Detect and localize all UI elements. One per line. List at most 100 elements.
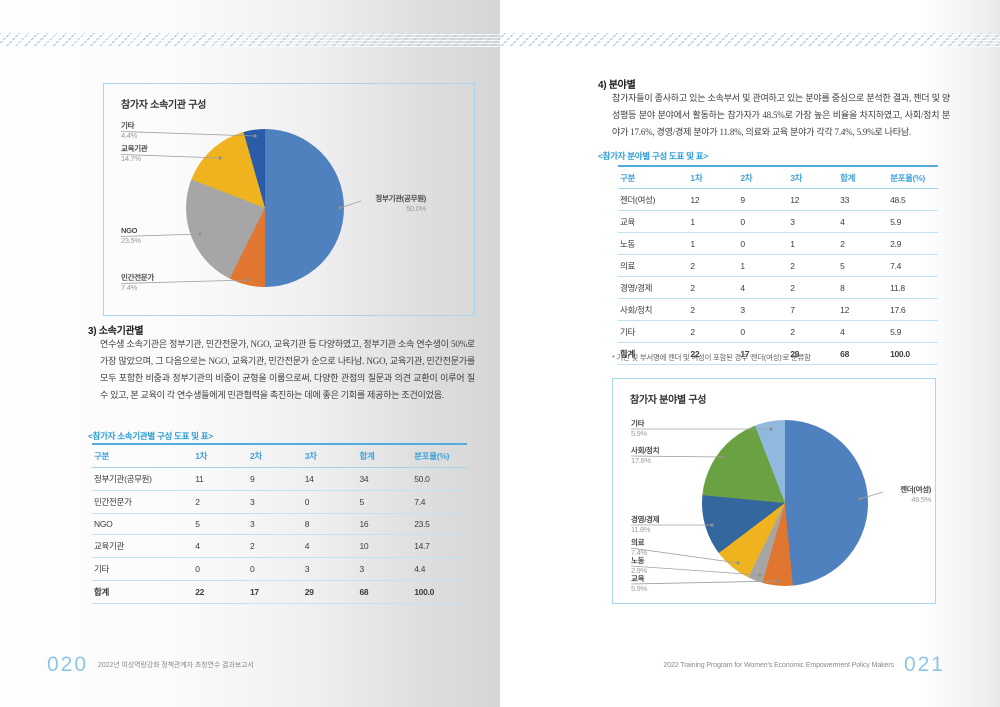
table-cell: 정부기관(공무원) bbox=[92, 467, 194, 491]
table-cell: 5.9 bbox=[888, 320, 938, 343]
pie-callout-business-economy: 경영/경제 11.8% bbox=[631, 515, 660, 534]
pie-callout-ngo: NGO 23.5% bbox=[121, 226, 141, 245]
table-header-cell: 1차 bbox=[688, 165, 739, 189]
table-affiliation: 구분 1차 2차 3차 합계 분포율(%) 정부기관(공무원) 11 9 14 34 50.0 민간전문… bbox=[92, 443, 467, 604]
table-cell: 4.4 bbox=[412, 557, 467, 581]
table-cell: 2 bbox=[788, 276, 839, 299]
table-cell: 기타 bbox=[92, 557, 194, 581]
table-cell: 2 bbox=[193, 490, 248, 514]
section-heading-field: 4) 분야별 bbox=[598, 80, 636, 91]
pie-callout-etc: 기타 4.4% bbox=[121, 121, 137, 140]
table-cell: 교육 bbox=[618, 210, 689, 233]
table-header-cell: 합계 bbox=[838, 165, 889, 189]
table-cell: 노동 bbox=[618, 232, 689, 255]
table-cell: 0 bbox=[193, 557, 248, 581]
table-cell: 0 bbox=[738, 210, 789, 233]
pie-callout-social-politics: 사회/정치 17.6% bbox=[631, 446, 660, 465]
table-header-cell: 분포율(%) bbox=[412, 443, 467, 468]
table-row: 교육기관 4 2 4 10 14.7 bbox=[92, 534, 467, 558]
table-cell: 3 bbox=[738, 298, 789, 321]
table-cell: 0 bbox=[248, 557, 303, 581]
table-cell: 3 bbox=[248, 490, 303, 514]
table-total-cell: 17 bbox=[738, 342, 789, 365]
table-header-cell: 합계 bbox=[357, 443, 413, 468]
table-cell: 2 bbox=[688, 276, 739, 299]
chart-box-affiliation: 참가자 소속기관 구성 기타 4.4% 교육기관 14.7% NGO 23.5% bbox=[103, 83, 475, 316]
table-cell: 0 bbox=[738, 320, 789, 343]
table-header-cell: 2차 bbox=[248, 443, 303, 468]
table-row: 교육 1 0 3 4 5.9 bbox=[618, 210, 938, 233]
table-cell: 5 bbox=[357, 490, 413, 514]
table-total-row: 합계 22 17 29 68 100.0 bbox=[92, 580, 467, 604]
table-cell: 11 bbox=[193, 467, 248, 491]
footer-left: 020 2022년 여성역량강화 정책관계자 초청연수 결과보고서 bbox=[47, 653, 254, 677]
pie-callout-medical: 의료 7.4% bbox=[631, 538, 647, 557]
table-cell: 2 bbox=[688, 298, 739, 321]
table-cell: 2 bbox=[688, 254, 739, 277]
callout-lines bbox=[630, 427, 884, 585]
chart-title: 참가자 분야별 구성 bbox=[630, 395, 707, 406]
table-footnote: * 기관 및 부서명에 젠더 및 여성이 포함된 경우 '젠더(여성)'로 분류… bbox=[612, 353, 811, 362]
table-cell: 5 bbox=[838, 254, 889, 277]
table-cell: 7 bbox=[788, 298, 839, 321]
table-row: NGO 5 3 8 16 23.5 bbox=[92, 513, 467, 535]
table-cell: NGO bbox=[92, 513, 194, 535]
table-caption-field: <참가자 분야별 구성 도표 및 표> bbox=[598, 151, 708, 161]
table-header-cell: 구분 bbox=[618, 165, 689, 189]
table-total-cell: 29 bbox=[302, 580, 358, 604]
table-cell: 사회/정치 bbox=[618, 298, 689, 321]
table-total-cell: 68 bbox=[838, 342, 889, 365]
pie-callout-etc: 기타 5.9% bbox=[631, 419, 647, 438]
table-row: 기타 2 0 2 4 5.9 bbox=[618, 320, 938, 343]
page-number: 020 bbox=[47, 653, 89, 676]
table-header-cell: 구분 bbox=[92, 443, 194, 468]
pie-callout-private-expert: 민간전문가 7.4% bbox=[121, 273, 154, 292]
table-cell: 1 bbox=[738, 254, 789, 277]
table-cell: 4 bbox=[738, 276, 789, 299]
table-cell: 10 bbox=[357, 534, 413, 558]
table-cell: 9 bbox=[248, 467, 303, 491]
table-cell: 0 bbox=[302, 490, 358, 514]
table-cell: 9 bbox=[738, 188, 789, 211]
table-cell: 2 bbox=[788, 320, 839, 343]
section-heading-affiliation: 3) 소속기관별 bbox=[88, 326, 144, 337]
table-caption-affiliation: <참가자 소속기관별 구성 도표 및 표> bbox=[88, 431, 213, 441]
table-cell: 14.7 bbox=[412, 534, 467, 558]
table-cell: 교육기관 bbox=[92, 534, 194, 558]
table-header-cell: 분포율(%) bbox=[888, 165, 938, 189]
table-cell: 17.6 bbox=[888, 298, 938, 321]
table-total-row: 합계 22 17 29 68 100.0 bbox=[618, 342, 938, 365]
section-body-affiliation: 연수생 소속기관은 정부기관, 민간전문가, NGO, 교육기관 등 다양하였고… bbox=[100, 339, 475, 400]
table-row: 민간전문가 2 3 0 5 7.4 bbox=[92, 490, 467, 514]
table-cell: 7.4 bbox=[412, 490, 467, 514]
page-right: 4) 분야별 참가자들이 종사하고 있는 소속부서 및 관여하고 있는 분야를 … bbox=[500, 0, 1000, 707]
table-cell: 1 bbox=[688, 210, 739, 233]
chart-title: 참가자 소속기관 구성 bbox=[121, 100, 207, 111]
table-cell: 50.0 bbox=[412, 467, 467, 491]
table-row: 정부기관(공무원) 11 9 14 34 50.0 bbox=[92, 467, 467, 491]
table-row: 젠더(여성) 12 9 12 33 48.5 bbox=[618, 188, 938, 211]
table-total-cell: 합계 bbox=[618, 342, 689, 365]
table-total-cell: 22 bbox=[688, 342, 739, 365]
chart-box-field: 참가자 분야별 구성 기타 5.9% 사회/정치 17.6% 경영/경제 bbox=[612, 378, 936, 604]
table-header-row: 구분 1차 2차 3차 합계 분포율(%) bbox=[92, 443, 467, 468]
pie-callout-government: 정부기관(공무원) 50.0% bbox=[375, 194, 426, 213]
footer-right: 2022 Training Program for Women's Econom… bbox=[663, 653, 945, 677]
pie-callout-gender: 젠더(여성) 48.5% bbox=[900, 485, 931, 504]
table-cell: 2 bbox=[788, 254, 839, 277]
table-cell: 12 bbox=[688, 188, 739, 211]
table-row: 경영/경제 2 4 2 8 11.8 bbox=[618, 276, 938, 299]
table-cell: 경영/경제 bbox=[618, 276, 689, 299]
table-header-cell: 2차 bbox=[738, 165, 789, 189]
table-cell: 4 bbox=[838, 320, 889, 343]
table-total-cell: 68 bbox=[357, 580, 413, 604]
table-total-cell: 100.0 bbox=[412, 580, 467, 604]
table-cell: 2 bbox=[688, 320, 739, 343]
table-total-cell: 22 bbox=[193, 580, 248, 604]
pie-chart-field bbox=[702, 420, 868, 586]
table-total-cell: 29 bbox=[788, 342, 839, 365]
table-row: 의료 2 1 2 5 7.4 bbox=[618, 254, 938, 277]
page-number: 021 bbox=[903, 653, 945, 676]
table-cell: 14 bbox=[302, 467, 358, 491]
